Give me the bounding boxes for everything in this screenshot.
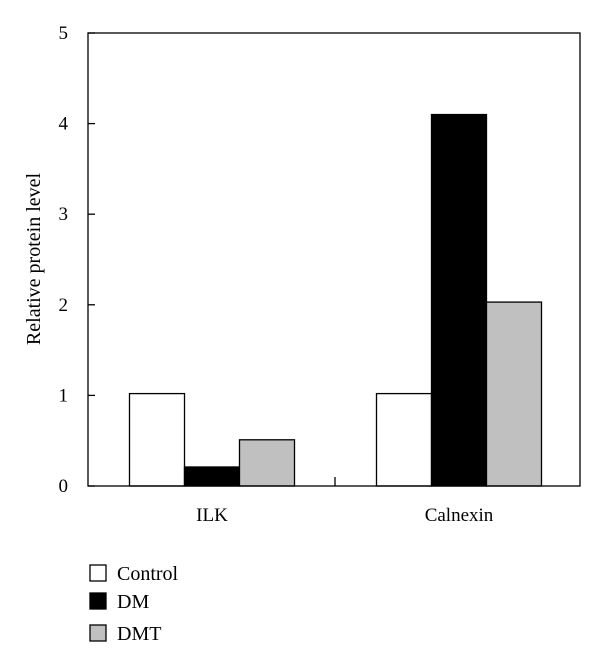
bar-dmt-ilk <box>238 439 296 487</box>
y-tick-label: 4 <box>59 114 69 135</box>
y-tick-label: 3 <box>59 204 69 225</box>
y-tick-label: 5 <box>59 23 69 44</box>
legend-swatch-dm <box>89 592 107 610</box>
x-tick-label: Calnexin <box>425 505 494 526</box>
bar-control-calnexin <box>375 392 433 487</box>
bar-dm-calnexin <box>430 113 488 487</box>
bar-dm-ilk <box>183 466 241 487</box>
y-tick-label: 2 <box>59 295 69 316</box>
bar-control-ilk <box>128 392 186 487</box>
y-axis: 0 1 2 3 4 5 <box>59 23 95 497</box>
legend-swatch-dmt <box>89 624 107 642</box>
bar-dmt-calnexin <box>485 301 543 487</box>
y-tick-label: 0 <box>59 476 69 497</box>
x-tick-label: ILK <box>196 505 228 526</box>
legend: Control DM DMT <box>89 563 179 645</box>
bars-group <box>128 113 543 487</box>
y-axis-title: Relative protein level <box>23 172 45 345</box>
legend-label-dm: DM <box>117 591 149 613</box>
legend-swatch-control <box>89 564 107 582</box>
y-tick-label: 1 <box>59 385 69 406</box>
legend-label-dmt: DMT <box>117 623 161 645</box>
x-axis: ILK Calnexin <box>196 477 494 526</box>
legend-label-control: Control <box>117 563 179 585</box>
plot-frame <box>87 32 581 487</box>
